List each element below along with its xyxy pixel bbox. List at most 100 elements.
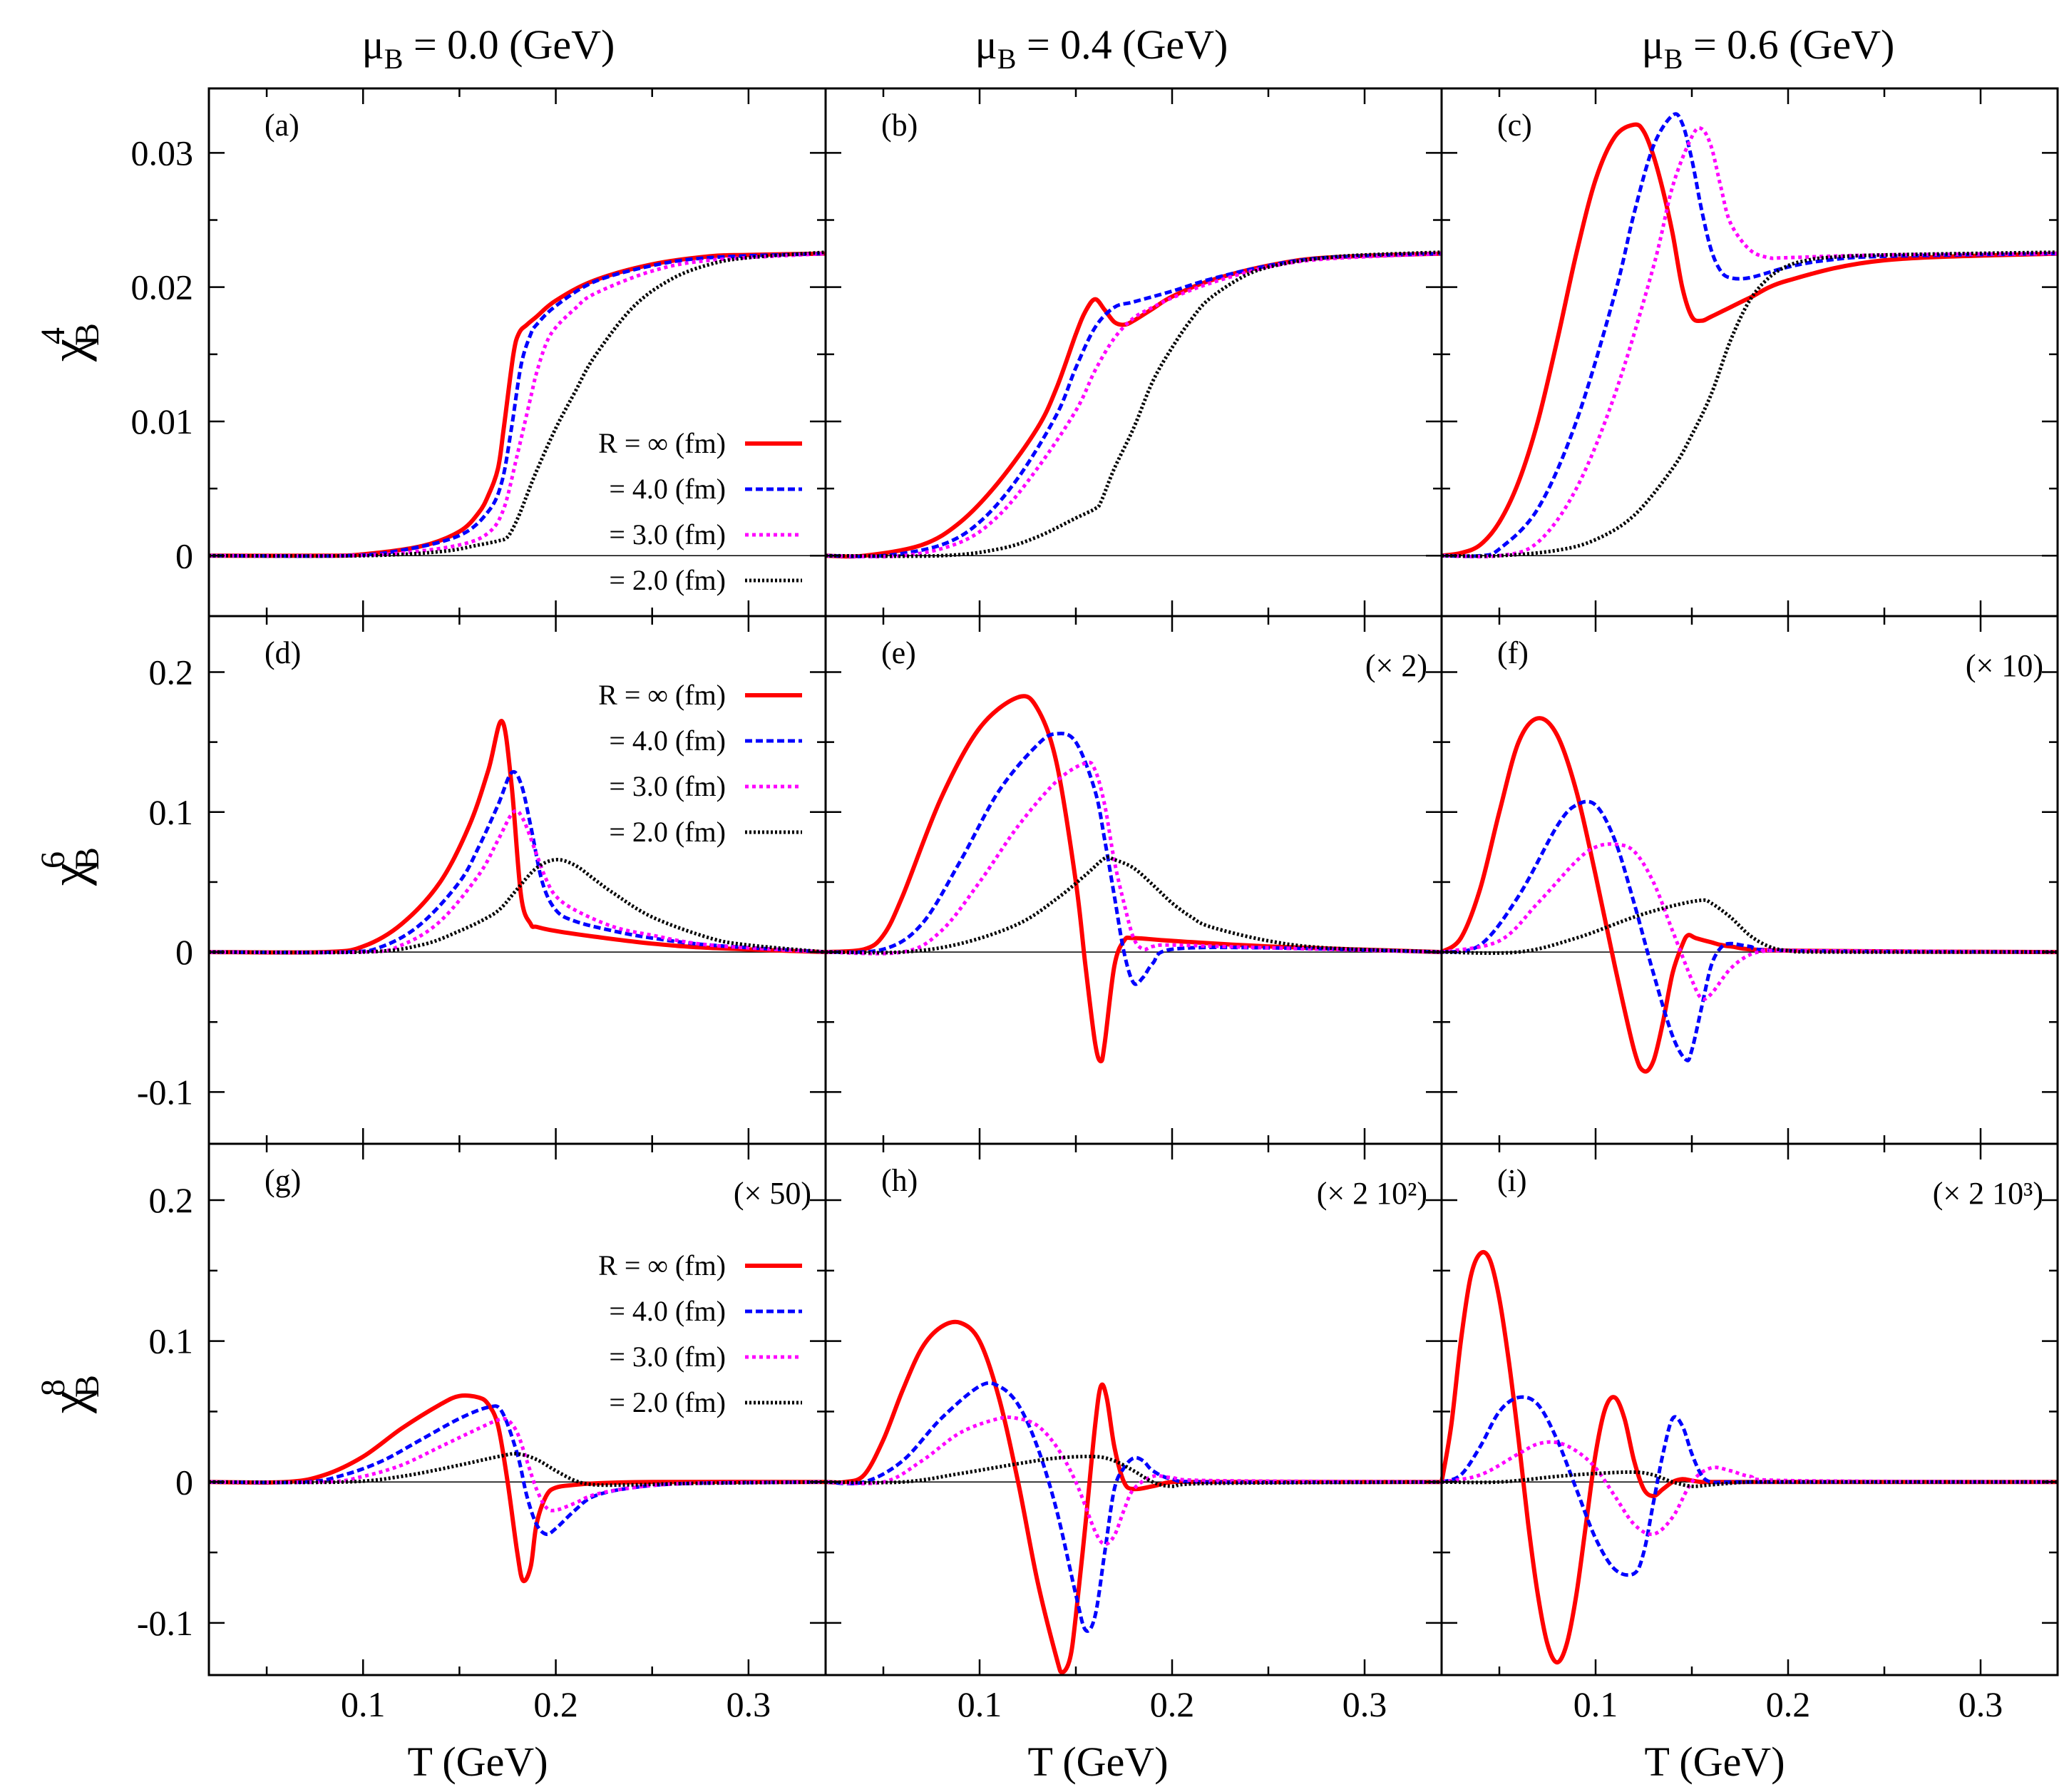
xlabel-col-2: T (GeV) xyxy=(1027,1739,1168,1785)
legend-label-r2: = 2.0 (fm) xyxy=(609,1386,726,1418)
x-tick-label: 0.3 xyxy=(1958,1684,2003,1724)
panel-label: (g) xyxy=(265,1163,301,1198)
panel-e: (e) (× 2) xyxy=(824,615,1443,1145)
y-tick-label: -0.1 xyxy=(137,1072,193,1112)
panel-d: -0.1 0 0.1 0.2 (d) R = ∞ (fm) = 4.0 (fm) = 3.0 … xyxy=(137,615,827,1145)
series-inf-g xyxy=(208,1393,826,1584)
panel-label: (a) xyxy=(265,108,299,143)
panels: 0 0.01 0.02 0.03 (a) R = ∞ (fm) = 4.0 (fm) = 3.… xyxy=(131,87,2059,1724)
y-tick-label: 0.01 xyxy=(131,401,194,441)
x-tick-label: 0.1 xyxy=(1573,1684,1618,1724)
panel-b: (b) xyxy=(824,87,1443,618)
series-r4-i xyxy=(1441,1395,2058,1577)
series-r4-d xyxy=(208,769,826,955)
panel-frame xyxy=(207,87,827,618)
series-r3-h xyxy=(825,1415,1442,1546)
x-tick-label: 0.1 xyxy=(341,1684,386,1724)
series-r3-c xyxy=(1441,126,2058,559)
column-title-2: μB = 0.4 (GeV) xyxy=(975,21,1228,75)
y-tick-label: 0.1 xyxy=(149,792,194,832)
panel-frame xyxy=(1440,615,2059,1145)
scale-note: (× 2 10³) xyxy=(1933,1176,2043,1211)
panel-frame xyxy=(824,1142,1443,1676)
scale-note: (× 2 10²) xyxy=(1317,1176,1427,1211)
x-tick-label: 0.3 xyxy=(727,1684,771,1724)
legend: R = ∞ (fm) = 4.0 (fm) = 3.0 (fm) = 2.0 (fm) xyxy=(598,1249,802,1418)
series-r3-d xyxy=(208,809,826,955)
y-tick-label: 0.03 xyxy=(131,133,194,173)
panel-i: 0.1 0.2 0.3 (i) (× 2 10³) xyxy=(1439,1142,2059,1724)
column-title-1: μB = 0.0 (GeV) xyxy=(362,21,615,75)
panel-label: (c) xyxy=(1497,108,1532,143)
series-r2-c xyxy=(1441,250,2058,558)
legend-label-r3: = 3.0 (fm) xyxy=(609,1341,726,1373)
scale-note: (× 50) xyxy=(734,1176,811,1211)
panel-c: (c) xyxy=(1440,87,2059,618)
panel-h: 0.1 0.2 0.3 (h) (× 2 10²) xyxy=(824,1142,1443,1724)
ylabel-row-3: χ8B xyxy=(34,1375,106,1414)
series-r4-e xyxy=(825,732,1442,986)
panel-frame xyxy=(1440,1142,2059,1676)
panel-label: (e) xyxy=(881,635,916,670)
x-tick-label: 0.2 xyxy=(533,1684,578,1724)
series-r4-b xyxy=(825,252,1442,558)
series-inf-a xyxy=(208,251,826,558)
series-r3-a xyxy=(208,252,826,558)
panel-label: (i) xyxy=(1497,1163,1527,1198)
legend-label-r4: = 4.0 (fm) xyxy=(609,473,726,505)
xlabel-col-3: T (GeV) xyxy=(1644,1739,1785,1785)
y-tick-label: -0.1 xyxy=(137,1603,193,1643)
scale-note: (× 10) xyxy=(1966,648,2043,683)
legend-label-r4: = 4.0 (fm) xyxy=(609,1295,726,1327)
series-r3-i xyxy=(1441,1440,2058,1537)
panel-label: (f) xyxy=(1497,635,1529,670)
legend: R = ∞ (fm) = 4.0 (fm) = 3.0 (fm) = 2.0 (fm) xyxy=(598,427,802,596)
series-r4-a xyxy=(208,252,826,558)
x-tick-label: 0.2 xyxy=(1150,1684,1195,1724)
series-inf-f xyxy=(1440,716,2058,1074)
series-r3-e xyxy=(825,760,1442,956)
legend-label-inf: R = ∞ (fm) xyxy=(598,427,726,459)
series-r4-g xyxy=(208,1404,826,1537)
legend-label-r3: = 3.0 (fm) xyxy=(609,770,726,802)
panel-g: -0.1 0 0.1 0.2 0.1 0.2 0.3 (g) (× 50) R = ∞ (fm) =… xyxy=(137,1142,827,1724)
xlabel-col-1: T (GeV) xyxy=(407,1739,548,1785)
series-inf-i xyxy=(1439,1249,2058,1665)
column-title-3: μB = 0.6 (GeV) xyxy=(1642,21,1895,75)
panel-frame xyxy=(207,1142,827,1676)
series-r3-f xyxy=(1441,842,2058,1001)
panel-frame xyxy=(1440,87,2059,618)
legend-label-r3: = 3.0 (fm) xyxy=(609,518,726,551)
ylabel-row-1: χ4B xyxy=(34,323,106,362)
legend-label-r2: = 2.0 (fm) xyxy=(609,564,726,596)
series-r2-b xyxy=(825,250,1442,558)
series-r2-i xyxy=(1441,1470,2058,1488)
y-tick-label: 0 xyxy=(175,536,193,575)
panel-label: (b) xyxy=(881,108,918,143)
series-inf-h xyxy=(825,1319,1442,1675)
legend-label-r4: = 4.0 (fm) xyxy=(609,725,726,757)
legend-label-r2: = 2.0 (fm) xyxy=(609,816,726,848)
y-tick-label: 0 xyxy=(175,1462,193,1502)
x-tick-label: 0.2 xyxy=(1766,1684,1811,1724)
x-tick-label: 0.1 xyxy=(958,1684,1002,1724)
series-r3-g xyxy=(208,1416,826,1512)
x-tick-label: 0.3 xyxy=(1342,1684,1387,1724)
panel-label: (h) xyxy=(881,1163,918,1198)
series-r2-g xyxy=(208,1452,826,1488)
series-r2-h xyxy=(825,1454,1442,1488)
y-tick-label: 0 xyxy=(175,932,193,972)
panel-frame xyxy=(824,87,1443,618)
series-r4-c xyxy=(1441,112,2058,558)
y-tick-label: 0.2 xyxy=(149,1180,194,1220)
panel-label: (d) xyxy=(265,635,301,670)
legend-label-inf: R = ∞ (fm) xyxy=(598,1249,726,1281)
y-tick-label: 0.1 xyxy=(149,1321,194,1361)
series-r2-d xyxy=(208,857,826,955)
series-r2-e xyxy=(825,855,1442,955)
ylabel-row-2: χ6B xyxy=(34,847,106,886)
scale-note: (× 2) xyxy=(1365,648,1427,683)
series-inf-b xyxy=(825,251,1442,559)
series-inf-c xyxy=(1441,122,2058,558)
panel-a: 0 0.01 0.02 0.03 (a) R = ∞ (fm) = 4.0 (fm) = 3.… xyxy=(131,87,827,618)
